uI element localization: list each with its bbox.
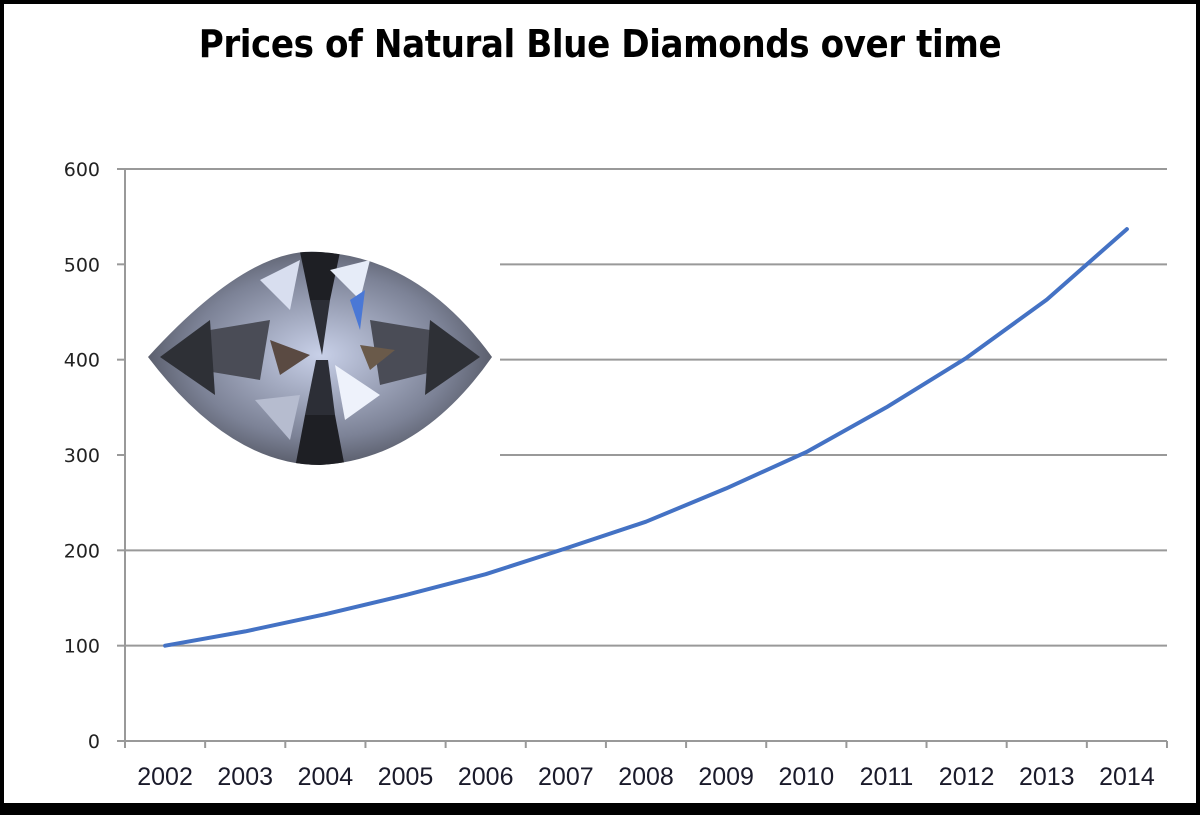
- x-tick-label: 2009: [698, 763, 754, 791]
- x-tick-label: 2014: [1099, 763, 1155, 791]
- x-tick-label: 2012: [939, 763, 995, 791]
- axes: [117, 169, 1167, 747]
- y-axis-ticks: 0 100 200 300 400 500 600: [64, 159, 125, 753]
- x-tick-label: 2005: [378, 763, 434, 791]
- x-tick-label: 2013: [1019, 763, 1075, 791]
- x-tick-label: 2007: [538, 763, 594, 791]
- x-tick-label: 2006: [458, 763, 514, 791]
- x-tick-label: 2002: [137, 763, 193, 791]
- y-tick-label: 300: [64, 445, 100, 467]
- x-tick-label: 2010: [778, 763, 834, 791]
- y-tick-label: 200: [64, 540, 100, 562]
- y-tick-label: 100: [64, 636, 100, 658]
- x-tick-label: 2011: [860, 763, 914, 791]
- x-tick-label: 2008: [618, 763, 674, 791]
- y-tick-label: 500: [64, 254, 100, 276]
- diamond-image: [148, 251, 492, 465]
- gridlines: [125, 168, 1167, 647]
- chart-title: Prices of Natural Blue Diamonds over tim…: [198, 22, 1002, 66]
- x-tick-label: 2003: [217, 763, 273, 791]
- y-tick-label: 600: [64, 159, 100, 181]
- price-line: [163, 227, 1129, 648]
- y-tick-label: 400: [64, 350, 100, 372]
- y-tick-label: 0: [88, 731, 100, 753]
- x-axis-ticks: 2002 2003 2004 2005 2006 2007 2008 2009 2010 2011…: [124, 741, 1168, 791]
- x-tick-label: 2004: [298, 763, 354, 791]
